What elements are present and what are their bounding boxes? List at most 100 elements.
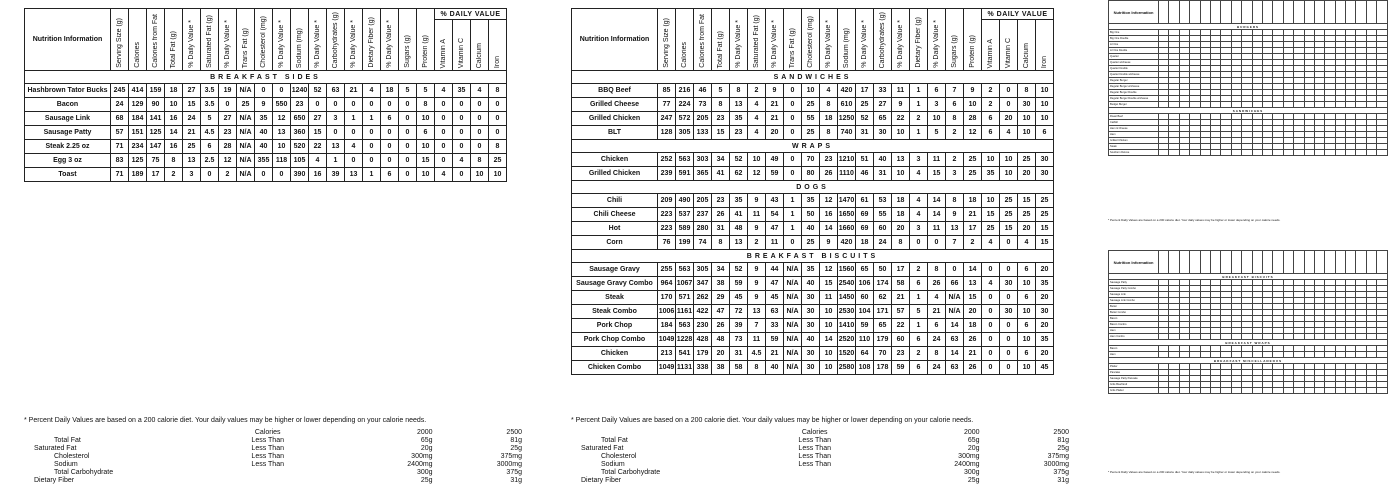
mini-item-value [1355,387,1367,394]
item-value: 18 [963,318,982,333]
item-value: 7 [747,318,766,333]
item-value: 30 [1035,152,1054,167]
item-value: 10 [891,166,910,181]
item-value: 2 [963,235,982,250]
item-value: 0 [272,83,291,98]
item-value: 24 [927,360,946,375]
item-value: 541 [675,346,694,361]
item-value: 4 [747,125,766,140]
item-name: BLT [571,125,658,140]
column-header-label: Sodium (mg) [296,27,303,68]
item-value: 17 [891,262,910,277]
item-value: N/A [236,139,255,154]
mini-item-value [1241,387,1253,394]
item-value: 40 [801,276,820,291]
item-value: 63 [945,360,964,375]
item-value: 30 [801,304,820,319]
reference-condition: Less Than [798,461,831,468]
item-value: 5 [711,83,730,98]
item-value: 35 [452,83,471,98]
item-value: 52 [729,152,748,167]
reference-label: Saturated Fat [34,445,77,452]
item-value: 18 [963,193,982,208]
item-value: 0 [999,290,1018,305]
item-value: 8 [945,111,964,126]
item-value: 14 [819,221,838,236]
item-value: 13 [326,139,345,154]
item-value: 70 [801,152,820,167]
item-value: 25 [1035,207,1054,222]
item-value: 151 [128,125,147,140]
item-value: 141 [146,111,165,126]
item-value: 0 [434,139,453,154]
item-value: 2520 [837,332,856,347]
item-value: 59 [729,276,748,291]
table-row: Grilled Chicken 247 572 205 23 35 4 21 0 55 18 1250… [571,111,1054,126]
column-header: Protein (g) [416,8,435,71]
column-header-label: Sugars (g) [404,35,411,68]
item-value: 15 [981,207,1000,222]
column-header-label: Serving Size (g) [663,18,670,68]
item-value: 3 [326,111,345,126]
item-value: 27 [218,111,237,126]
item-value: 8 [470,153,489,168]
item-value: 10 [1035,111,1054,126]
item-value: N/A [783,360,802,375]
item-value: 24 [927,332,946,347]
item-value: 30 [801,290,820,305]
item-value: 8 [488,83,507,98]
item-value: 0 [783,83,802,98]
column-header: Vitamin C [452,19,471,71]
mini-column-header [1324,250,1336,274]
item-value: 365 [693,166,712,181]
item-value: 15 [1035,221,1054,236]
mini-item-value [1365,149,1378,156]
item-value: 0 [218,97,237,112]
mini-column-header [1376,0,1388,24]
item-value: 591 [675,166,694,181]
item-value: 58 [729,360,748,375]
item-value: 550 [272,97,291,112]
column-header: % Daily Value * [819,8,838,71]
item-value: 47 [711,304,730,319]
item-value: 5 [416,83,435,98]
mini-item-value [1376,149,1388,156]
mini-item-value [1189,149,1201,156]
item-value: 0 [981,360,1000,375]
reference-condition: Less Than [798,437,831,444]
item-value: 61 [855,193,874,208]
mini-item-value [1199,387,1212,394]
item-value: 0 [362,139,381,154]
item-value: 31 [711,221,730,236]
column-header: % Daily Value * [272,8,291,71]
column-header-label: % Daily Value * [386,20,393,68]
item-value: 25 [801,125,820,140]
item-value: 14 [927,193,946,208]
item-value: 2 [945,152,964,167]
item-value: 69 [855,221,874,236]
item-value: 69 [855,207,874,222]
item-value: 16 [164,139,183,154]
nutrition-table: Nutrition Information Serving Size (g) Cal… [571,8,1054,375]
item-value: 18 [164,83,183,98]
column-header: Saturated Fat (g) [200,8,219,71]
column-header: Total Fat (g) [711,8,730,71]
item-value: 4 [909,166,928,181]
item-value: 12 [819,262,838,277]
reference-2500: 25g [1057,445,1069,452]
item-value: 18 [819,111,838,126]
reference-2000: 20g [967,445,980,452]
item-value: 13 [891,152,910,167]
item-value: 8 [711,235,730,250]
item-value: 179 [873,332,892,347]
item-value: 38 [711,360,730,375]
item-value: 422 [693,304,712,319]
item-value: 10 [416,139,435,154]
mini-column-header [1241,0,1253,24]
reference-row: Dietary Fiber 25g 31g [571,477,1071,485]
item-value: 2 [218,167,237,182]
item-value: 18 [855,235,874,250]
item-value: 14 [963,262,982,277]
item-value: 1470 [837,193,856,208]
item-value: 1450 [837,290,856,305]
